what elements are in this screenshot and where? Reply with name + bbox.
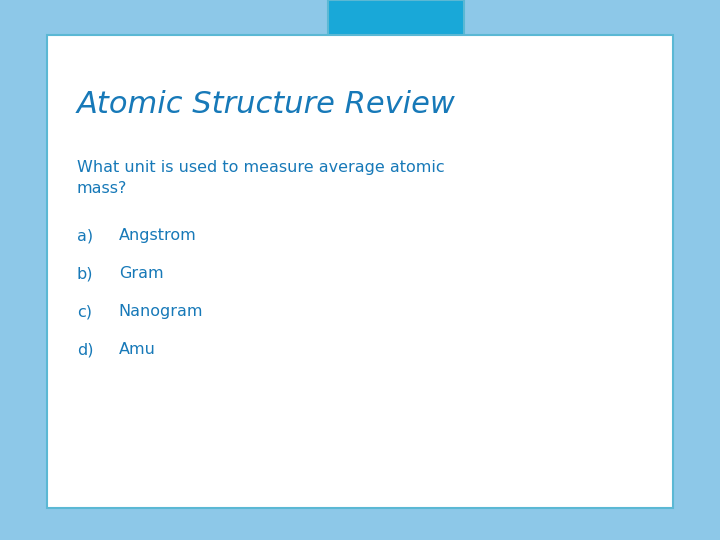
Text: Gram: Gram bbox=[119, 266, 163, 281]
Bar bbox=[47, 35, 673, 508]
Text: Angstrom: Angstrom bbox=[119, 228, 197, 243]
Text: Nanogram: Nanogram bbox=[119, 304, 203, 319]
Bar bbox=[328, 0, 464, 73]
Text: d): d) bbox=[77, 342, 94, 357]
Text: What unit is used to measure average atomic
mass?: What unit is used to measure average ato… bbox=[77, 160, 444, 196]
Text: Amu: Amu bbox=[119, 342, 156, 357]
Text: c): c) bbox=[77, 304, 92, 319]
Text: b): b) bbox=[77, 266, 94, 281]
Text: a): a) bbox=[77, 228, 93, 243]
Text: Atomic Structure Review: Atomic Structure Review bbox=[77, 90, 456, 119]
